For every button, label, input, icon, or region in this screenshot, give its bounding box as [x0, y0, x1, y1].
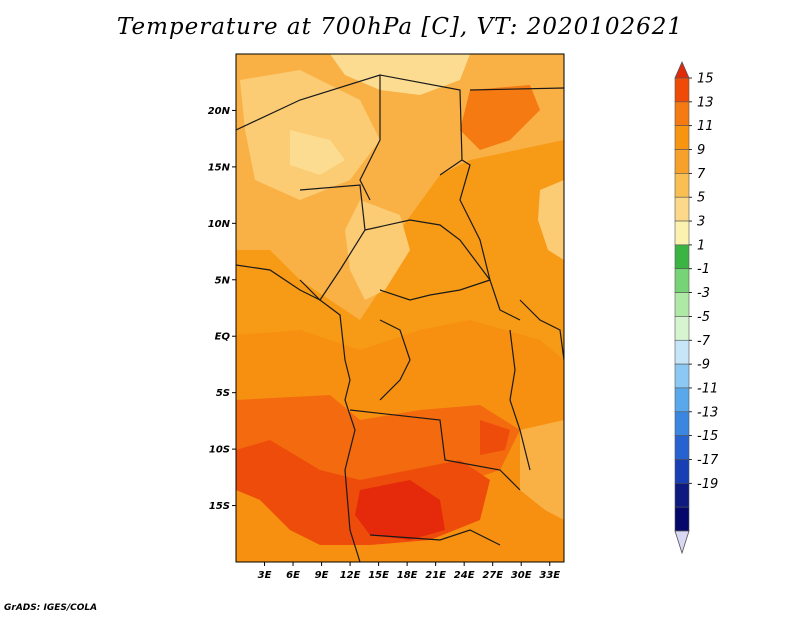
colorbar-swatch	[674, 339, 690, 365]
lon-tick-label: 18E	[397, 570, 418, 581]
lat-axis: 20N 15N 10N 5N EQ 5S 10S 15S	[208, 106, 236, 512]
lon-axis: 3E 6E 9E 12E 15E 18E 21E 24E 27E 30E 33E	[258, 562, 560, 581]
lon-tick-label: 12E	[340, 570, 361, 581]
colorbar-label: -1	[697, 262, 710, 277]
lat-tick-label: 20N	[208, 106, 231, 117]
colorbar-label: -11	[697, 381, 718, 396]
colorbar-label: 7	[697, 167, 706, 182]
temperature-field	[236, 54, 564, 562]
lat-tick-label: 5N	[215, 275, 231, 286]
colorbar-label: 3	[697, 215, 705, 230]
colorbar-label: 5	[697, 191, 705, 206]
lat-tick-label: 15N	[208, 162, 231, 173]
colorbar-label: 13	[697, 95, 714, 110]
lon-tick-label: 33E	[539, 570, 560, 581]
colorbar-label: 1	[697, 238, 705, 253]
border-egypt	[469, 87, 564, 91]
field-pale-east	[538, 180, 564, 260]
lat-tick-label: 10N	[208, 219, 231, 230]
border-zambia	[369, 529, 501, 546]
coastline-west	[236, 264, 346, 361]
lat-tick-label: 5S	[216, 388, 230, 399]
colorbar-swatch	[674, 363, 690, 389]
colorbar-swatch	[674, 101, 690, 126]
lon-tick-label: 15E	[368, 570, 389, 581]
colorbar-swatch	[674, 196, 690, 222]
field-hottest	[355, 480, 445, 540]
lat-tick-label: 15S	[209, 501, 230, 512]
field-pale-patch	[290, 130, 345, 175]
border-great-lakes	[509, 329, 531, 471]
lon-tick-label: 6E	[286, 570, 300, 581]
colorbar-label: -5	[697, 310, 710, 325]
colorbar-swatch	[674, 506, 690, 532]
lon-tick-label: 21E	[425, 570, 446, 581]
colorbar-swatch	[674, 435, 690, 460]
country-borders	[236, 74, 564, 562]
colorbar-swatch	[674, 244, 690, 270]
lon-tick-label: 24E	[454, 570, 475, 581]
colorbar-swatch	[674, 173, 690, 198]
lon-tick-label: 30E	[511, 570, 532, 581]
lat-tick-label: EQ	[215, 332, 231, 343]
map-title: Temperature at 700hPa [C], VT: 202010262…	[116, 14, 684, 40]
lon-tick-label: 9E	[315, 570, 329, 581]
colorbar-label: -15	[697, 429, 718, 444]
border-east	[519, 299, 564, 361]
lat-tick-label: 10S	[209, 445, 230, 456]
colorbar-label: -19	[697, 477, 718, 492]
colorbar-swatch	[674, 411, 690, 436]
border-congo	[379, 319, 411, 401]
border-niger-chad	[359, 75, 381, 201]
border-sahel	[236, 74, 463, 176]
field-darker-east	[480, 420, 510, 455]
colorbar-label: -13	[697, 405, 718, 420]
colorbar-swatch	[674, 125, 690, 150]
lon-tick-label: 3E	[258, 570, 272, 581]
colorbar-swatch	[674, 220, 690, 246]
colorbar-swatch	[674, 77, 690, 103]
colorbar-upper-arrow	[674, 61, 690, 79]
lon-tick-label: 27E	[482, 570, 503, 581]
colorbar-label: 9	[697, 143, 705, 158]
colorbar-swatch	[674, 316, 690, 341]
colorbar-swatch	[674, 292, 690, 317]
field-dark-ne	[460, 85, 540, 150]
colorbar-lower-arrow	[674, 530, 690, 555]
colorbar-swatch	[674, 483, 690, 508]
colorbar-label: -9	[697, 358, 710, 373]
colorbar-swatch	[674, 459, 690, 484]
colorbar-label: 11	[697, 119, 714, 134]
colorbar-label: -17	[697, 453, 719, 468]
plot-frame	[235, 53, 565, 563]
colorbar-label: 15	[697, 72, 714, 87]
border-chad-sudan	[459, 159, 491, 281]
border-drc-north	[379, 279, 491, 301]
border-car	[364, 219, 521, 321]
field-pale-central	[345, 200, 410, 300]
border-drc-south	[349, 409, 521, 491]
colorbar-swatch	[674, 268, 690, 293]
border-nigeria	[299, 184, 366, 301]
colorbar-swatch	[674, 387, 690, 413]
colorbar-label: -7	[697, 334, 711, 349]
grads-credit: GrADS: IGES/COLA	[4, 603, 98, 613]
colorbar-label: -3	[697, 286, 710, 301]
colorbar-swatch	[674, 149, 690, 174]
coastline-angola	[344, 359, 361, 562]
colorbar: 15 13 11 9 7 5 3 1 -1 -3 -5 -7 -9 -11 -13 -15 -17 -19	[674, 61, 719, 555]
field-warm-east	[520, 420, 564, 520]
